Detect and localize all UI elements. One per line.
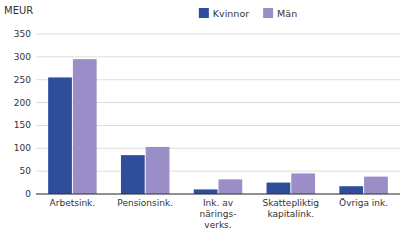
bar: [194, 189, 218, 194]
x-tick-label: Skattepliktigkapitalink.: [263, 198, 320, 219]
bar: [339, 186, 363, 194]
y-axis-label: MEUR: [4, 5, 33, 16]
legend-swatch: [199, 8, 209, 18]
bar: [48, 77, 72, 194]
legend-item: Män: [263, 8, 297, 19]
bars: [48, 59, 388, 194]
y-axis: 0 50 100 150 200 250 300 350: [14, 29, 400, 199]
bar: [121, 155, 145, 194]
bar: [219, 179, 243, 194]
chart: 0 50 100 150 200 250 300 350 MEUR Arbetsink. Pensi…: [0, 0, 408, 240]
grid-line: [36, 34, 400, 35]
y-tick-label: 350: [14, 29, 31, 39]
x-tick-label: Arbetsink.: [50, 198, 96, 208]
grid-line: [36, 194, 400, 195]
bar: [146, 147, 170, 194]
legend-label: Kvinnor: [213, 8, 249, 19]
y-tick-label: 150: [14, 120, 31, 130]
x-tick-label: Pensionsink.: [117, 198, 173, 208]
legend-label: Män: [277, 8, 297, 19]
bar: [73, 59, 97, 194]
legend-item: Kvinnor: [199, 8, 249, 19]
legend-swatch: [263, 8, 273, 18]
bar: [267, 183, 291, 194]
x-tick-label: Övriga ink.: [339, 198, 388, 208]
y-tick-label: 250: [14, 75, 31, 85]
y-tick-label: 200: [14, 98, 31, 108]
legend: Kvinnor Män: [199, 8, 297, 19]
x-axis: Arbetsink. Pensionsink. Ink. avnärings-ver…: [50, 198, 388, 230]
y-tick-label: 300: [14, 52, 31, 62]
y-tick-label: 0: [25, 189, 31, 199]
chart-container: 0 50 100 150 200 250 300 350 MEUR Arbetsink. Pensi…: [0, 0, 408, 240]
y-tick-label: 100: [14, 143, 31, 153]
y-tick-label: 50: [20, 166, 32, 176]
grid-line: [36, 56, 400, 57]
x-axis-line: [36, 194, 400, 195]
x-tick-label: Ink. avnärings-verks.: [200, 198, 237, 230]
bar: [364, 177, 388, 194]
bar: [291, 173, 315, 194]
